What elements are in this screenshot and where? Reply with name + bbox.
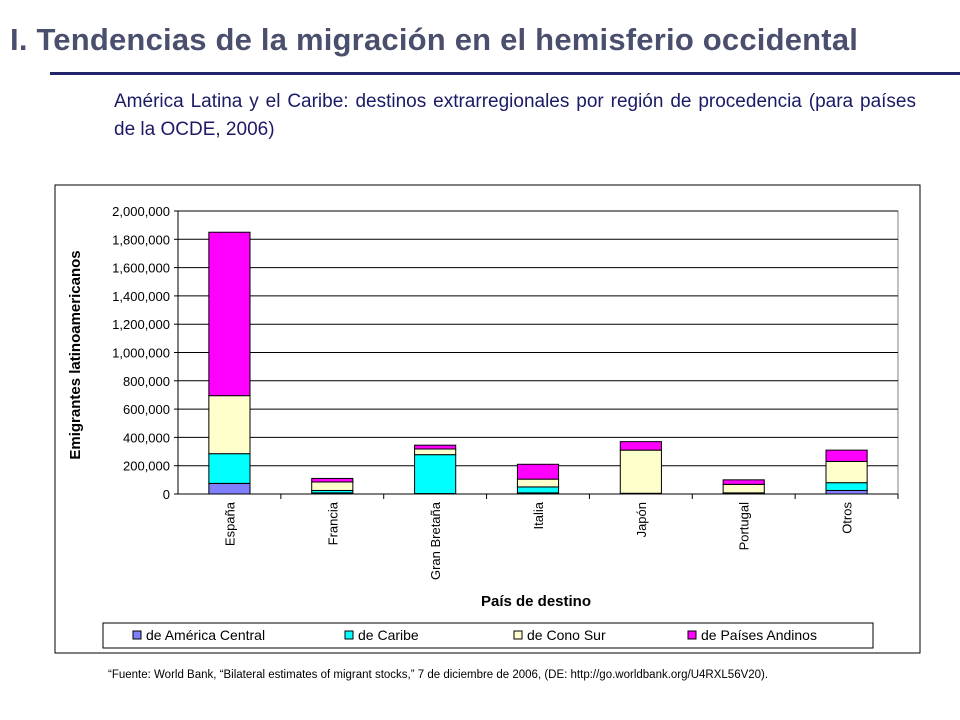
bar-segment [208,482,251,495]
bar-segment [825,482,868,491]
y-tick-label: 400,000 [123,430,170,445]
y-tick-label: 1,800,000 [112,232,170,247]
y-tick-label: 1,200,000 [112,317,170,332]
legend-swatch [513,630,523,640]
chart-subtitle: América Latina y el Caribe: destinos ext… [114,91,916,140]
axes: 0 200,000 400,000 600,000 800,000 1,000,000 1,… [112,204,899,580]
y-tick-label: 2,000,000 [112,204,170,219]
bars [208,231,868,495]
y-tick-label: 800,000 [123,374,170,389]
legend-swatch [344,630,354,640]
bar-segment [311,481,354,491]
x-axis-label: País de destino [481,593,591,610]
bar-segment [414,454,457,495]
bar-segment [619,449,662,494]
legend-swatch [687,630,697,640]
x-tick-label: Gran Bretaña [428,501,443,580]
bar-segment [208,395,251,455]
legend-label: de Países Andinos [701,627,817,643]
bar-segment [516,486,560,494]
y-tick-label: 1,400,000 [112,289,170,304]
y-tick-label: 1,600,000 [112,261,170,276]
y-tick-label: 0 [163,487,170,502]
bar-segment [825,449,868,462]
x-tick-label: Otros [840,502,855,534]
bar-segment [619,441,662,451]
x-tick-label: España [222,501,237,546]
legend-label: de Cono Sur [527,627,606,643]
bar-segment [414,444,457,450]
x-tick-label: Francia [325,501,340,545]
x-tick-label: Japón [634,502,649,537]
slide-title: I. Tendencias de la migración en el hemi… [10,22,859,57]
y-tick-label: 1,000,000 [112,346,170,361]
x-tick-label: Portugal [737,502,752,551]
legend-swatch [132,630,142,640]
y-axis-label: Emigrantes latinoamericanos [67,250,84,459]
x-tick-label: Italia [531,501,546,529]
bar-segment [414,448,457,456]
bar-segment [208,231,251,397]
bar-segment [516,478,560,488]
y-tick-label: 200,000 [123,459,170,474]
bar-segment [208,453,251,484]
source-note: “Fuente: World Bank, “Bilateral estimate… [108,669,769,681]
bar-segment [825,489,868,495]
gridlines [178,210,898,467]
title-underline [50,72,960,75]
bar-segment [311,477,354,483]
legend-box [102,622,874,649]
bar-segment [825,460,868,484]
bar-segment [722,483,765,494]
legend-label: de Caribe [358,627,419,643]
bar-segment [722,479,765,485]
legend: de América Central de Caribe de Cono Sur de… [132,627,817,643]
y-tick-label: 600,000 [123,402,170,417]
bar-segment [516,463,560,480]
legend-label: de América Central [146,627,265,643]
